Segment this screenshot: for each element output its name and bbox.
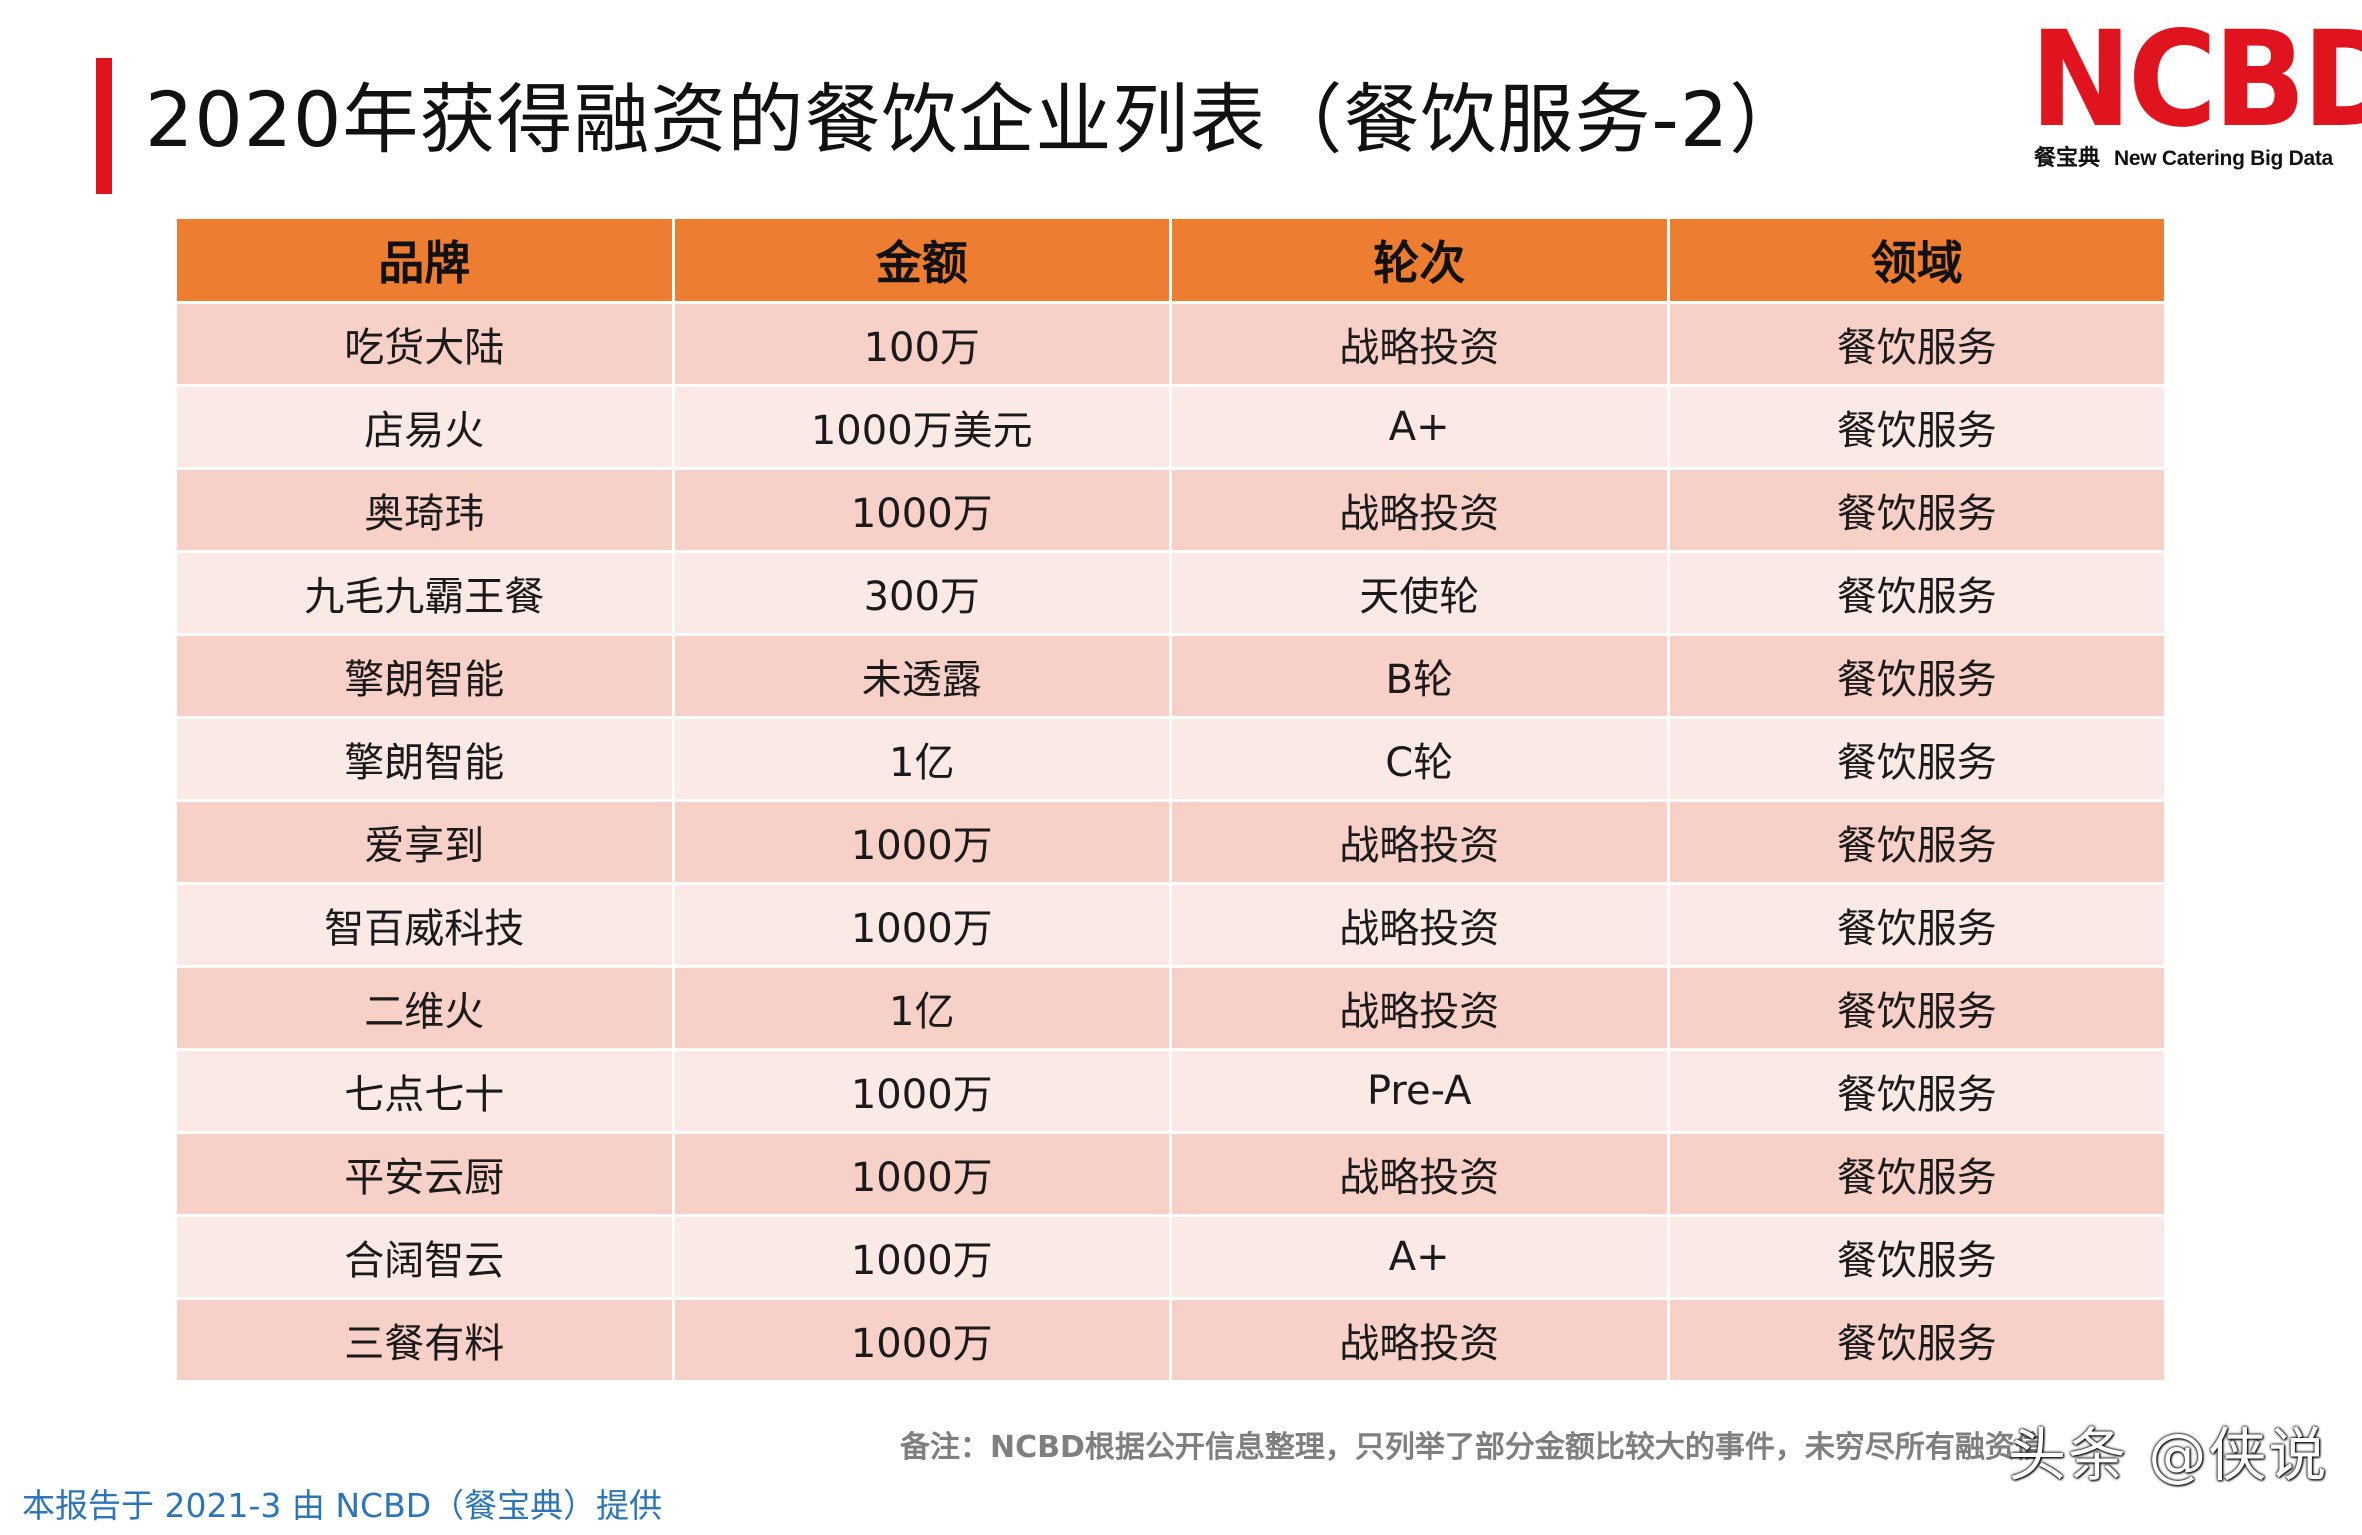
- cell-amount: 1亿: [671, 716, 1172, 802]
- cell-amount: 1000万: [671, 882, 1172, 968]
- logo-mark: NCBD: [2030, 3, 2362, 157]
- cell-round: 天使轮: [1169, 550, 1670, 636]
- remark-note: 备注：NCBD根据公开信息整理，只列举了部分金额比较大的事件，未穷尽所有融资信: [900, 1430, 2045, 1465]
- cell-field: 餐饮服务: [1666, 633, 2167, 719]
- table-row: 店易火 1000万美元 A+ 餐饮服务: [174, 384, 2167, 470]
- logo-en-name: New Catering Big Data: [2114, 147, 2333, 170]
- cell-brand: 智百威科技: [174, 882, 675, 968]
- cell-field: 餐饮服务: [1666, 1297, 2167, 1383]
- header-brand: 品牌: [174, 216, 675, 304]
- cell-amount: 300万: [671, 550, 1172, 636]
- table-row: 平安云厨 1000万 战略投资 餐饮服务: [174, 1131, 2167, 1217]
- table-row: 爱享到 1000万 战略投资 餐饮服务: [174, 799, 2167, 885]
- cell-round: Pre-A: [1169, 1048, 1670, 1134]
- table-row: 擎朗智能 未透露 B轮 餐饮服务: [174, 633, 2167, 719]
- cell-brand: 店易火: [174, 384, 675, 470]
- title-accent-bar: [96, 58, 112, 194]
- table-row: 二维火 1亿 战略投资 餐饮服务: [174, 965, 2167, 1051]
- table-row: 奥琦玮 1000万 战略投资 餐饮服务: [174, 467, 2167, 553]
- cell-round: 战略投资: [1169, 882, 1670, 968]
- cell-amount: 1000万: [671, 1131, 1172, 1217]
- financing-table: 品牌 金额 轮次 领域 吃货大陆 100万 战略投资 餐饮服务 店易火 1000万美元 A+…: [174, 216, 2167, 1383]
- cell-round: 战略投资: [1169, 799, 1670, 885]
- cell-field: 餐饮服务: [1666, 301, 2167, 387]
- cell-field: 餐饮服务: [1666, 965, 2167, 1051]
- cell-field: 餐饮服务: [1666, 882, 2167, 968]
- financing-table-container: 品牌 金额 轮次 领域 吃货大陆 100万 战略投资 餐饮服务 店易火 1000万美元 A+…: [174, 216, 2167, 1383]
- cell-brand: 擎朗智能: [174, 633, 675, 719]
- cell-amount: 100万: [671, 301, 1172, 387]
- cell-brand: 平安云厨: [174, 1131, 675, 1217]
- cell-field: 餐饮服务: [1666, 550, 2167, 636]
- logo-subtitle: 餐宝典 New Catering Big Data: [2034, 144, 2333, 174]
- cell-round: 战略投资: [1169, 301, 1670, 387]
- cell-round: B轮: [1169, 633, 1670, 719]
- cell-field: 餐饮服务: [1666, 1048, 2167, 1134]
- table-row: 擎朗智能 1亿 C轮 餐饮服务: [174, 716, 2167, 802]
- cell-brand: 三餐有料: [174, 1297, 675, 1383]
- cell-round: 战略投资: [1169, 1131, 1670, 1217]
- table-row: 吃货大陆 100万 战略投资 餐饮服务: [174, 301, 2167, 387]
- cell-brand: 吃货大陆: [174, 301, 675, 387]
- cell-amount: 1000万美元: [671, 384, 1172, 470]
- cell-round: C轮: [1169, 716, 1670, 802]
- cell-brand: 擎朗智能: [174, 716, 675, 802]
- header-amount: 金额: [671, 216, 1172, 304]
- table-header-row: 品牌 金额 轮次 领域: [174, 216, 2167, 304]
- cell-round: A+: [1169, 384, 1670, 470]
- cell-round: 战略投资: [1169, 1297, 1670, 1383]
- cell-field: 餐饮服务: [1666, 799, 2167, 885]
- table-row: 三餐有料 1000万 战略投资 餐饮服务: [174, 1297, 2167, 1383]
- cell-amount: 未透露: [671, 633, 1172, 719]
- header-round: 轮次: [1169, 216, 1670, 304]
- table-row: 合阔智云 1000万 A+ 餐饮服务: [174, 1214, 2167, 1300]
- table-body: 吃货大陆 100万 战略投资 餐饮服务 店易火 1000万美元 A+ 餐饮服务 奥琦玮 1000万…: [174, 301, 2167, 1383]
- report-footer: 本报告于 2021-3 由 NCBD（餐宝典）提供: [22, 1486, 663, 1525]
- cell-brand: 爱享到: [174, 799, 675, 885]
- logo-cn-name: 餐宝典: [2034, 146, 2101, 171]
- page-title: 2020年获得融资的餐饮企业列表（餐饮服务-2）: [145, 75, 1807, 164]
- cell-brand: 七点七十: [174, 1048, 675, 1134]
- table-row: 七点七十 1000万 Pre-A 餐饮服务: [174, 1048, 2167, 1134]
- header-field: 领域: [1666, 216, 2167, 304]
- watermark: 头条 @侠说: [2008, 1421, 2329, 1489]
- cell-amount: 1亿: [671, 965, 1172, 1051]
- cell-round: A+: [1169, 1214, 1670, 1300]
- cell-field: 餐饮服务: [1666, 1214, 2167, 1300]
- cell-round: 战略投资: [1169, 965, 1670, 1051]
- cell-field: 餐饮服务: [1666, 1131, 2167, 1217]
- cell-amount: 1000万: [671, 1214, 1172, 1300]
- cell-amount: 1000万: [671, 1048, 1172, 1134]
- cell-amount: 1000万: [671, 799, 1172, 885]
- cell-field: 餐饮服务: [1666, 384, 2167, 470]
- cell-brand: 奥琦玮: [174, 467, 675, 553]
- table-row: 智百威科技 1000万 战略投资 餐饮服务: [174, 882, 2167, 968]
- cell-brand: 九毛九霸王餐: [174, 550, 675, 636]
- cell-field: 餐饮服务: [1666, 716, 2167, 802]
- cell-amount: 1000万: [671, 1297, 1172, 1383]
- cell-field: 餐饮服务: [1666, 467, 2167, 553]
- cell-round: 战略投资: [1169, 467, 1670, 553]
- cell-amount: 1000万: [671, 467, 1172, 553]
- table-row: 九毛九霸王餐 300万 天使轮 餐饮服务: [174, 550, 2167, 636]
- cell-brand: 二维火: [174, 965, 675, 1051]
- cell-brand: 合阔智云: [174, 1214, 675, 1300]
